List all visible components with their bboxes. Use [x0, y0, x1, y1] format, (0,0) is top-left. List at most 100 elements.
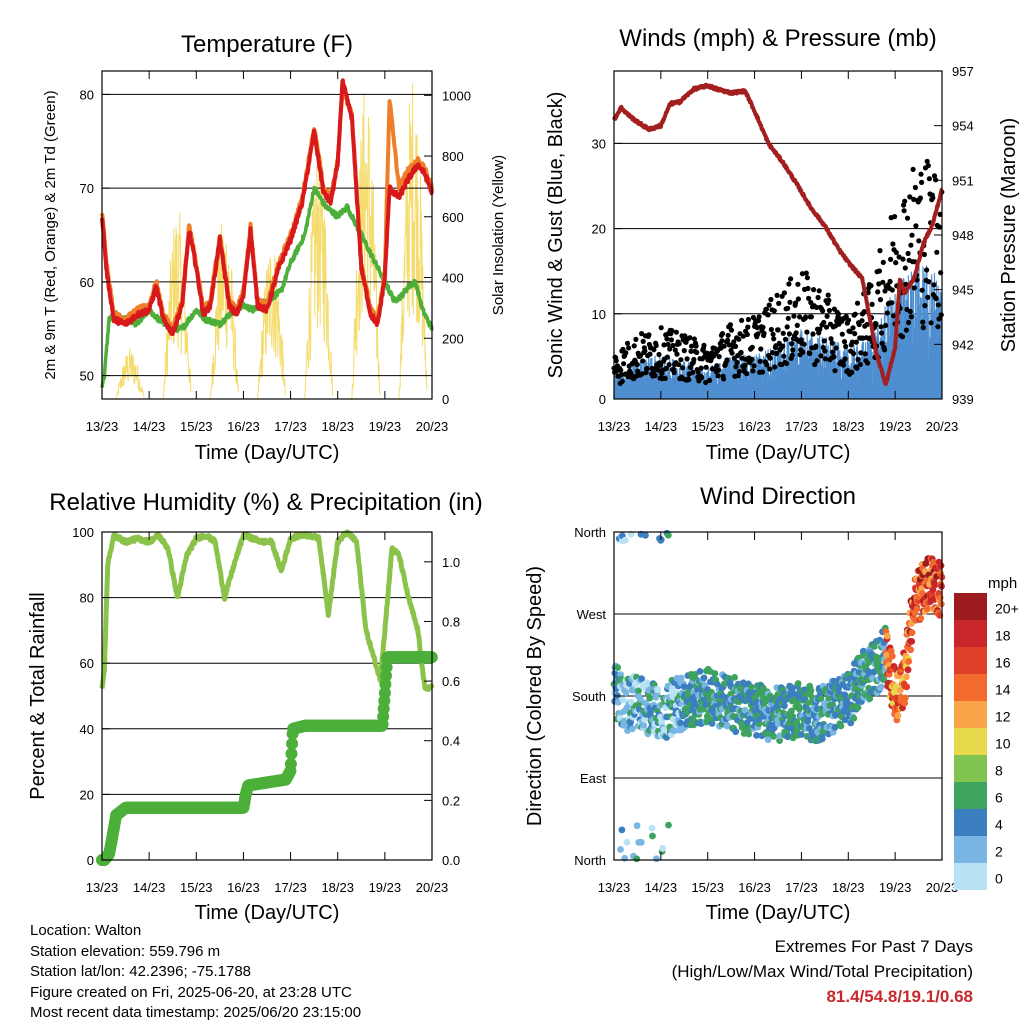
gust-point	[804, 275, 811, 281]
extremes-summary: Extremes For Past 7 Days (High/Low/Max W…	[672, 934, 973, 1009]
y-tick-label: 70	[80, 181, 94, 196]
winds-ticks: 0 10 20 30 939 942 945 948 951 954 957 13/23 14/23 15…	[592, 64, 974, 434]
gust-point	[699, 375, 705, 381]
gust-point	[879, 340, 885, 346]
x-tick-label: 14/23	[133, 419, 166, 434]
gust-point	[687, 364, 694, 370]
gust-point	[905, 250, 911, 257]
gust-point	[883, 322, 889, 329]
direction-point	[627, 718, 634, 726]
direction-point	[937, 562, 945, 569]
y2-tick-label: 957	[952, 64, 974, 79]
humidity-series	[96, 529, 438, 866]
gust-point	[652, 372, 658, 379]
gust-point	[765, 312, 771, 318]
gust-point	[688, 348, 694, 354]
station-info: Location: Walton Station elevation: 559.…	[30, 921, 361, 1024]
gust-point	[785, 315, 791, 321]
gust-point	[935, 302, 942, 308]
gust-point	[824, 313, 830, 319]
gust-point	[859, 318, 865, 324]
gust-point	[839, 331, 845, 337]
y-tick-label: North	[574, 525, 606, 540]
direction-point	[890, 689, 898, 696]
gust-point	[832, 368, 838, 374]
gust-point	[879, 330, 885, 336]
gust-point	[797, 314, 803, 320]
direction-point	[623, 838, 631, 846]
direction-point	[904, 666, 912, 674]
gust-point	[736, 368, 743, 375]
y2-tick-label: 0.0	[442, 853, 460, 868]
gust-point	[684, 356, 690, 362]
gust-point	[662, 375, 668, 381]
gust-point	[902, 265, 908, 271]
temperature-plot-frame	[101, 70, 433, 400]
station-latlon: Station lat/lon: 42.2396; -75.1788	[30, 963, 252, 980]
y2-tick-label: 600	[442, 210, 464, 225]
gust-point	[850, 325, 856, 331]
temperature-xlabel: Time (Day/UTC)	[195, 442, 340, 464]
direction-point	[648, 824, 656, 832]
gust-point	[727, 322, 734, 328]
gust-point	[920, 325, 926, 331]
colorbar-label: 8	[995, 763, 1003, 779]
direction-point	[635, 687, 642, 695]
gust-point	[829, 340, 835, 346]
x-tick-label: 19/23	[369, 419, 402, 434]
direction-point	[854, 704, 862, 711]
gust-point	[763, 306, 770, 312]
gust-point	[906, 319, 912, 326]
gust-point	[910, 166, 916, 172]
gust-point	[890, 241, 896, 247]
gust-point	[689, 343, 695, 349]
direction-point	[913, 605, 921, 613]
gust-point	[831, 354, 837, 360]
direction-point	[770, 733, 778, 740]
gust-point	[826, 297, 832, 303]
colorbar-label: 14	[995, 682, 1011, 698]
gust-point	[904, 215, 911, 221]
x-tick-label: 16/23	[227, 880, 260, 895]
colorbar-label: 6	[995, 790, 1003, 806]
direction-point	[917, 614, 925, 622]
gust-point	[766, 302, 772, 308]
x-tick-label: 18/23	[832, 880, 865, 895]
gust-point	[811, 287, 817, 293]
gust-point	[707, 377, 713, 383]
gust-point	[716, 367, 722, 373]
gust-point	[908, 242, 914, 248]
gust-point	[745, 324, 751, 330]
gust-point	[808, 299, 814, 306]
y2-tick-label: 200	[442, 331, 464, 346]
gust-point	[852, 311, 858, 317]
direction-point	[748, 683, 755, 691]
gust-point	[806, 295, 812, 301]
gust-point	[901, 202, 907, 208]
gust-point	[794, 322, 800, 328]
gust-point	[896, 254, 902, 260]
y2-tick-label: 800	[442, 149, 464, 164]
gust-point	[877, 297, 884, 303]
direction-point	[831, 723, 839, 731]
gust-point	[635, 368, 641, 374]
x-tick-label: 20/23	[416, 880, 449, 895]
x-tick-label: 15/23	[180, 880, 213, 895]
gust-point	[873, 321, 879, 328]
gust-point	[663, 365, 669, 372]
speed-colorbar: 20+ 18 16 14 12 10 8 6 4 2 0	[954, 593, 1019, 890]
x-tick-label: 16/23	[738, 880, 771, 895]
gust-point	[721, 376, 727, 382]
gust-point	[876, 281, 882, 287]
gust-point	[693, 343, 699, 349]
gust-point	[918, 171, 924, 177]
gust-point	[830, 349, 836, 355]
direction-point	[924, 605, 931, 613]
gust-point	[770, 331, 776, 337]
y2-tick-label: 0.4	[442, 734, 460, 749]
gust-point	[903, 327, 910, 333]
gust-point	[817, 326, 823, 332]
gust-point	[767, 366, 773, 372]
direction-point	[795, 705, 803, 713]
